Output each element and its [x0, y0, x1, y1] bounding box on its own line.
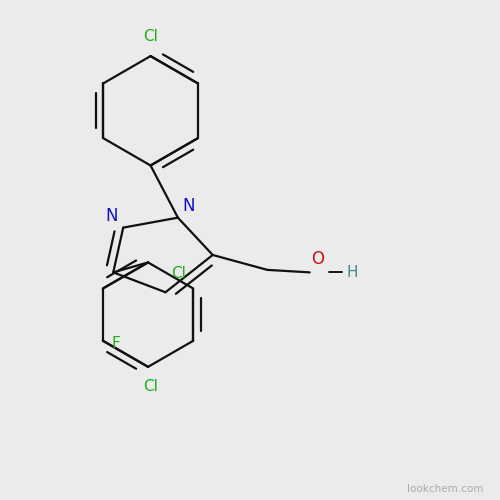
Text: Cl: Cl [171, 266, 186, 281]
Text: N: N [106, 207, 118, 225]
Text: N: N [182, 197, 194, 215]
Text: lookchem.com: lookchem.com [408, 484, 484, 494]
Text: O: O [310, 250, 324, 268]
Text: Cl: Cl [143, 28, 158, 44]
Text: Cl: Cl [143, 380, 158, 394]
Text: H: H [347, 265, 358, 280]
Text: F: F [112, 336, 120, 350]
